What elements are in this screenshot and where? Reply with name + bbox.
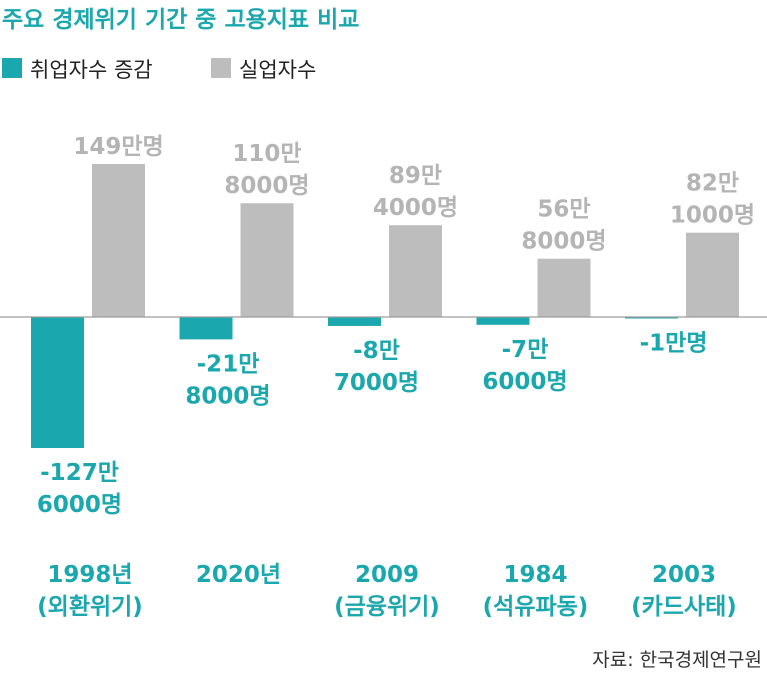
bar-unemployed bbox=[240, 203, 294, 317]
bar-employment-change bbox=[328, 317, 381, 326]
category-label-event: (카드사태) bbox=[631, 594, 737, 620]
value-label-unemployed: 4000명 bbox=[373, 195, 458, 221]
category-label-year: 1998년 bbox=[47, 562, 132, 588]
value-label-employment-change: -21만 bbox=[197, 351, 260, 377]
chart-title: 주요 경제위기 기간 중 고용지표 비교 bbox=[2, 7, 359, 33]
bar-employment-change bbox=[476, 317, 530, 325]
legend-label-employment: 취업자수 증감 bbox=[30, 58, 153, 82]
category-label-event: (금융위기) bbox=[334, 594, 440, 620]
source-note: 자료: 한국경제연구원 bbox=[592, 649, 762, 671]
bar-employment-change bbox=[625, 317, 678, 319]
value-label-employment-change: -127만 bbox=[40, 460, 119, 486]
value-label-unemployed: 56만 bbox=[537, 197, 590, 223]
value-label-employment-change: 8000명 bbox=[185, 383, 270, 409]
value-label-employment-change: 7000명 bbox=[334, 370, 419, 396]
legend-swatch-unemployment bbox=[211, 58, 231, 78]
category-label-event: (외환위기) bbox=[37, 594, 143, 620]
category-label-year: 2009 bbox=[355, 562, 419, 588]
value-label-employment-change: 6000명 bbox=[482, 369, 567, 395]
value-label-unemployed: 8000명 bbox=[521, 229, 606, 255]
bar-unemployed bbox=[389, 225, 442, 317]
value-label-unemployed: 1000명 bbox=[670, 203, 755, 229]
bars bbox=[31, 164, 739, 449]
value-label-employment-change: -7만 bbox=[502, 337, 549, 363]
bar-unemployed bbox=[537, 258, 591, 317]
legend: 취업자수 증감 실업자수 bbox=[2, 58, 316, 82]
value-label-unemployed: 110만 bbox=[232, 141, 301, 167]
category-labels: 1998년 (외환위기) 2020년 2009 (금융위기) 1984 (석유파동) 2003… bbox=[37, 562, 737, 620]
value-label-employment-change: -8만 bbox=[353, 338, 400, 364]
category-label-year: 1984 bbox=[503, 562, 567, 588]
value-labels: 149만명 -127만 6000명 110만 8000명 -21만 8000명 89만 4000… bbox=[37, 134, 755, 518]
legend-label-unemployment: 실업자수 bbox=[239, 58, 316, 82]
category-label-event: (석유파동) bbox=[483, 594, 589, 620]
bar-employment-change bbox=[31, 317, 84, 449]
category-label-year: 2020년 bbox=[196, 562, 281, 588]
value-label-unemployed: 8000명 bbox=[224, 173, 309, 199]
value-label-unemployed: 82만 bbox=[686, 171, 739, 197]
value-label-employment-change: -1만명 bbox=[640, 331, 708, 357]
legend-swatch-employment bbox=[2, 58, 22, 78]
category-label-year: 2003 bbox=[652, 562, 716, 588]
value-label-unemployed: 89만 bbox=[389, 163, 442, 189]
bar-unemployed bbox=[686, 232, 739, 317]
bar-employment-change bbox=[179, 317, 233, 340]
bar-unemployed bbox=[92, 164, 145, 317]
value-label-unemployed: 149만명 bbox=[73, 134, 163, 160]
value-label-employment-change: 6000명 bbox=[37, 492, 122, 518]
